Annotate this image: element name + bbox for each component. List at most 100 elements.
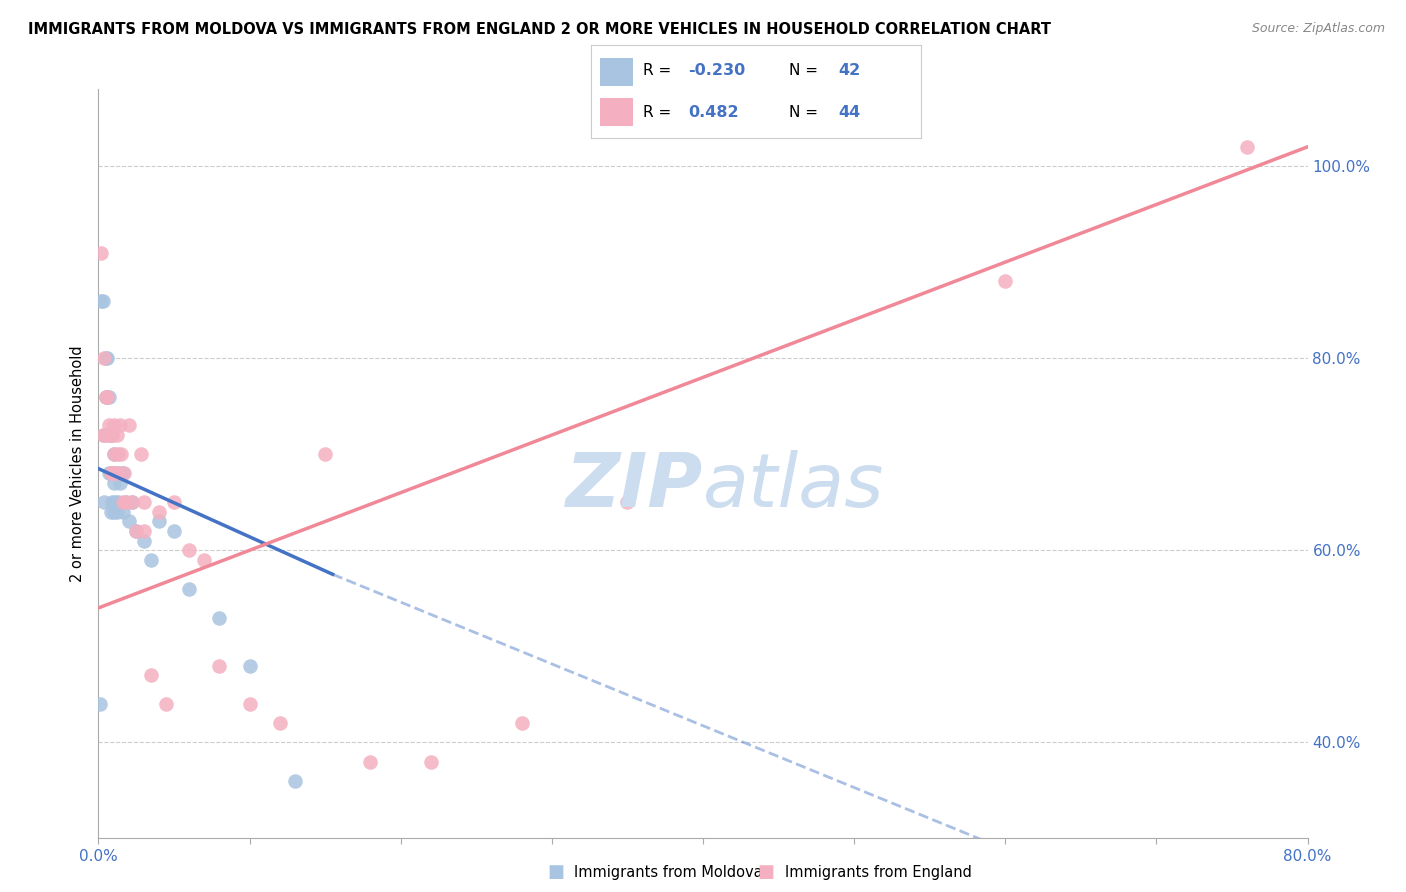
Point — [103, 447, 125, 461]
Text: 42: 42 — [838, 63, 860, 78]
Point — [104, 467, 127, 481]
Point — [420, 755, 443, 769]
Text: atlas: atlas — [703, 450, 884, 523]
Text: ZIP: ZIP — [565, 450, 703, 523]
Point — [105, 428, 128, 442]
Text: N =: N = — [789, 104, 823, 120]
Text: ■: ■ — [547, 863, 564, 881]
Point — [148, 505, 170, 519]
Point — [104, 495, 127, 509]
Text: Immigrants from Moldova: Immigrants from Moldova — [574, 865, 762, 880]
Point — [107, 447, 129, 461]
Point — [125, 524, 148, 538]
Point — [100, 428, 122, 442]
Point — [98, 418, 121, 433]
Point — [94, 390, 117, 404]
Point — [510, 716, 533, 731]
Point — [96, 428, 118, 442]
Point — [94, 351, 117, 366]
Point — [112, 467, 135, 481]
Point — [90, 293, 112, 308]
Point — [98, 467, 121, 481]
Point — [1236, 140, 1258, 154]
Text: ■: ■ — [758, 863, 775, 881]
Point — [208, 610, 231, 624]
Point — [114, 495, 136, 509]
Point — [155, 697, 177, 711]
Point — [105, 467, 128, 481]
Point — [103, 418, 125, 433]
Point — [91, 428, 114, 442]
Point — [103, 505, 125, 519]
Text: Source: ZipAtlas.com: Source: ZipAtlas.com — [1251, 22, 1385, 36]
Point — [269, 716, 291, 731]
Point — [93, 351, 115, 366]
Point — [239, 697, 262, 711]
Point — [163, 495, 186, 509]
Point — [208, 658, 231, 673]
Point — [616, 495, 638, 509]
Point — [89, 697, 111, 711]
Point — [104, 467, 127, 481]
Point — [111, 505, 134, 519]
Point — [121, 495, 143, 509]
Point — [179, 543, 201, 558]
Point — [121, 495, 143, 509]
Point — [141, 553, 163, 567]
Point — [110, 467, 132, 481]
Point — [360, 755, 382, 769]
Point — [163, 524, 186, 538]
Point — [94, 390, 117, 404]
Point — [284, 773, 307, 788]
Text: 44: 44 — [838, 104, 860, 120]
Point — [141, 668, 163, 682]
Point — [93, 428, 115, 442]
Bar — [600, 98, 634, 126]
Point — [114, 495, 136, 509]
Point — [98, 428, 121, 442]
Point — [110, 447, 132, 461]
Point — [96, 390, 118, 404]
Point — [132, 533, 155, 548]
Point — [111, 467, 134, 481]
Y-axis label: 2 or more Vehicles in Household: 2 or more Vehicles in Household — [70, 345, 86, 582]
Point — [101, 495, 124, 509]
Point — [994, 274, 1017, 288]
Text: R =: R = — [644, 104, 682, 120]
Point — [148, 515, 170, 529]
Point — [105, 467, 128, 481]
Point — [90, 245, 112, 260]
Point — [91, 293, 114, 308]
Text: -0.230: -0.230 — [688, 63, 745, 78]
Point — [105, 505, 128, 519]
Point — [100, 467, 122, 481]
Point — [101, 467, 124, 481]
Point — [93, 495, 115, 509]
Point — [239, 658, 262, 673]
Point — [101, 428, 124, 442]
Point — [193, 553, 215, 567]
Point — [125, 524, 148, 538]
Text: 0.482: 0.482 — [688, 104, 738, 120]
Text: Immigrants from England: Immigrants from England — [785, 865, 972, 880]
Point — [129, 447, 152, 461]
Point — [98, 390, 121, 404]
Point — [108, 476, 131, 491]
Point — [103, 447, 125, 461]
Point — [108, 418, 131, 433]
Point — [96, 390, 118, 404]
Point — [100, 505, 122, 519]
Point — [100, 428, 122, 442]
Point — [96, 351, 118, 366]
Point — [179, 582, 201, 596]
Text: N =: N = — [789, 63, 823, 78]
Point — [107, 495, 129, 509]
Point — [314, 447, 336, 461]
Point — [132, 495, 155, 509]
Point — [111, 495, 134, 509]
Point — [101, 428, 124, 442]
Point — [103, 476, 125, 491]
Point — [101, 467, 124, 481]
Point — [100, 467, 122, 481]
Point — [132, 524, 155, 538]
